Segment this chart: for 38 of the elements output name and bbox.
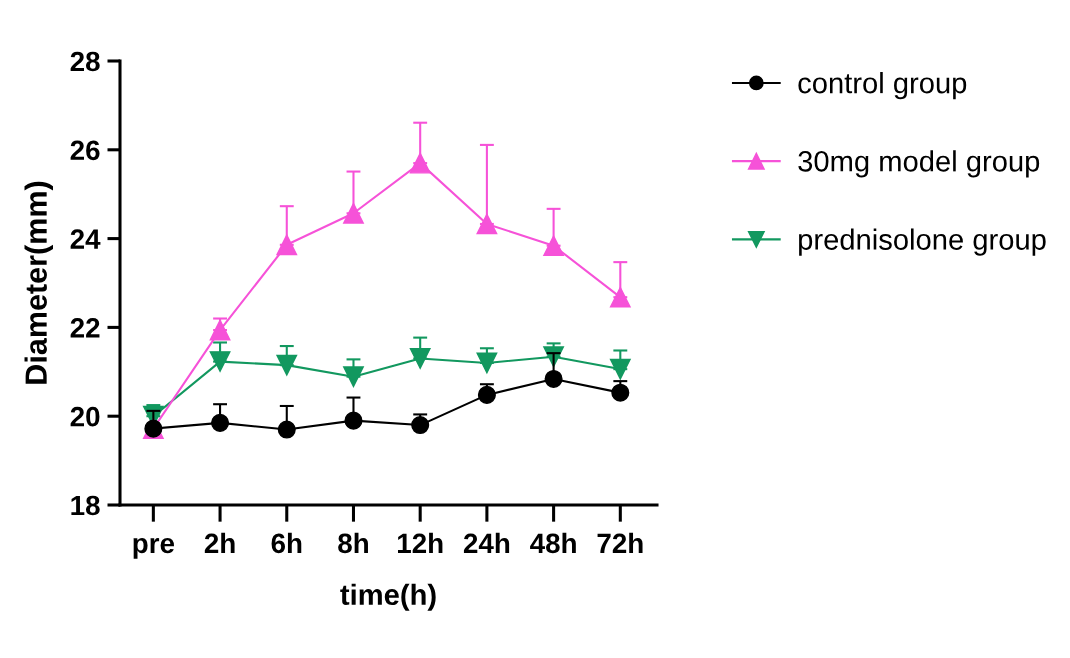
point xyxy=(277,420,296,439)
point xyxy=(343,202,364,224)
x-tick-label: 24h xyxy=(463,532,510,553)
point xyxy=(276,354,298,376)
x-tick-label: 8h xyxy=(338,532,368,554)
y-tick-label: 24 xyxy=(70,229,101,249)
point xyxy=(543,235,565,257)
x-tick-label: 2h xyxy=(204,532,235,553)
legend-label: control group xyxy=(798,72,967,100)
x-tick-label: 48h xyxy=(530,532,576,554)
point xyxy=(343,366,364,388)
point xyxy=(544,369,563,388)
point xyxy=(477,385,496,404)
legend-label: 30mg model group xyxy=(798,150,1040,178)
point xyxy=(209,351,231,373)
point xyxy=(209,319,231,341)
x-tick-label: 12h xyxy=(398,532,443,553)
point xyxy=(476,352,498,374)
y-tick-label: 26 xyxy=(70,140,100,161)
point xyxy=(409,152,431,174)
x-tick-label: 72h xyxy=(597,532,643,553)
point xyxy=(211,413,230,432)
legend-label: prednisolone group xyxy=(799,228,1046,256)
point xyxy=(609,358,631,380)
point xyxy=(276,234,298,256)
point xyxy=(409,348,431,369)
x-axis-title: time(h) xyxy=(340,583,436,611)
y-axis-title: Diameter(mm) xyxy=(24,181,53,384)
x-tick-label: pre xyxy=(133,537,175,559)
point xyxy=(344,411,363,430)
y-tick-label: 20 xyxy=(70,406,100,427)
point xyxy=(411,416,430,435)
x-tick-label: 6h xyxy=(271,532,302,554)
y-tick-label: 22 xyxy=(70,318,100,338)
y-tick-label: 28 xyxy=(70,51,100,72)
y-tick-label: 18 xyxy=(71,495,100,516)
point xyxy=(609,286,631,308)
point xyxy=(476,213,498,235)
